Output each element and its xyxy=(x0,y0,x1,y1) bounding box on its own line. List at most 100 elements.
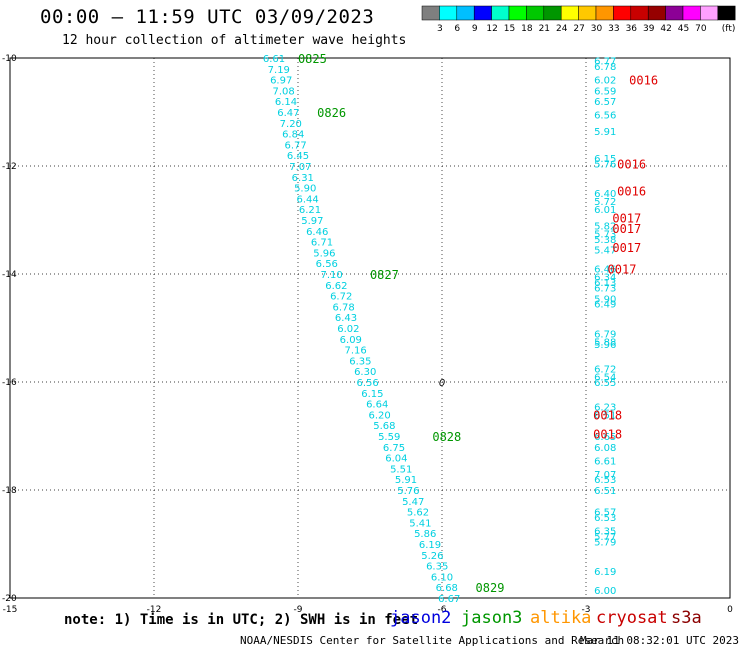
legend-swatch xyxy=(456,5,475,21)
legend-label: 21 xyxy=(539,24,550,34)
wave-height-label: 6.35 xyxy=(426,562,448,573)
legend-label: 45 xyxy=(678,24,689,34)
legend-swatch xyxy=(439,5,458,21)
wave-height-label: 6.78 xyxy=(332,302,354,313)
wave-height-label: 6.19 xyxy=(594,567,616,578)
wave-height-label: 6.30 xyxy=(354,367,376,378)
y-tick-label: -20 xyxy=(2,594,17,604)
wave-height-label: 5.90 xyxy=(294,184,316,195)
x-tick-label: 0 xyxy=(727,605,733,615)
pass-time-label: 0016 xyxy=(629,74,658,88)
wave-height-label: 6.55 xyxy=(594,378,616,389)
wave-height-label: 5.41 xyxy=(409,518,431,529)
legend-swatch xyxy=(630,5,649,21)
wave-height-label: 6.54 xyxy=(594,373,616,384)
legend-swatch xyxy=(421,5,440,21)
wave-height-label: 5.82 xyxy=(594,221,616,232)
wave-height-label: 5.26 xyxy=(421,551,443,562)
wave-height-label: 5.96 xyxy=(594,340,616,351)
wave-height-label: 6.46 xyxy=(594,265,616,276)
footer-note: note: 1) Time is in UTC; 2) SWH is in fe… xyxy=(64,612,419,628)
legend-swatch xyxy=(578,5,597,21)
legend-label: 42 xyxy=(660,24,671,34)
wave-height-label: 5.59 xyxy=(378,432,400,443)
footer-date: Mar 11 08:32:01 UTC 2023 xyxy=(580,634,739,647)
legend-swatch xyxy=(647,5,666,21)
wave-height-label: 7.10 xyxy=(320,270,342,281)
wave-height-label: 7.20 xyxy=(280,119,302,130)
wave-height-label: 6.51 xyxy=(594,486,616,497)
wave-height-label: 6.53 xyxy=(594,475,616,486)
wave-height-label: 6.78 xyxy=(594,62,616,73)
footer-credit: NOAA/NESDIS Center for Satellite Applica… xyxy=(240,634,625,647)
legend-label: 6 xyxy=(454,24,460,34)
legend-label: 3 xyxy=(437,24,443,34)
y-tick-label: -16 xyxy=(2,378,17,388)
legend-label: 18 xyxy=(521,24,533,34)
wave-height-label: 6.15 xyxy=(361,389,383,400)
pass-time-label: 0827 xyxy=(370,268,399,282)
chart-axes: -15 -12 -9 -6 -3 0 -10 -12 -14 -16 -18 -20 xyxy=(2,54,733,615)
wave-height-label: 5.62 xyxy=(407,508,429,519)
y-tick-label: -10 xyxy=(2,54,17,64)
wave-height-label: 6.73 xyxy=(594,284,616,295)
wave-height-label: 6.34 xyxy=(594,273,616,284)
wave-height-label: 6.79 xyxy=(594,329,616,340)
legend-swatch xyxy=(560,5,579,21)
wave-height-label: 6.46 xyxy=(306,227,328,238)
wave-height-label: 6.35 xyxy=(594,527,616,538)
x-tick-label: -6 xyxy=(438,605,447,615)
wave-height-label: 5.86 xyxy=(414,529,436,540)
wave-height-label: 7.19 xyxy=(268,65,290,76)
wave-height-label: 5.76 xyxy=(397,486,419,497)
wave-height-label: 6.49 xyxy=(594,300,616,311)
wave-height-label: 6.19 xyxy=(419,540,441,551)
wave-height-label: 6.68 xyxy=(436,583,458,594)
wave-height-label: 5.96 xyxy=(313,248,335,259)
legend-swatch xyxy=(700,5,719,21)
wave-height-label: 6.57 xyxy=(594,97,616,108)
x-tick-label: -12 xyxy=(147,605,162,615)
legend-label: 33 xyxy=(608,24,619,34)
legend-swatch xyxy=(543,5,562,21)
wave-height-label: 6.97 xyxy=(270,76,292,87)
wave-height-label: 6.00 xyxy=(594,586,616,597)
wave-height-label: 6.23 xyxy=(594,402,616,413)
chart-marks: 6.617.196.977.086.146.477.206.846.776.45… xyxy=(263,52,658,605)
pass-time-label: 0828 xyxy=(432,430,461,444)
legend-swatch xyxy=(665,5,684,21)
y-tick-label: -12 xyxy=(2,162,17,172)
legend-swatch xyxy=(508,5,527,21)
wave-height-label: 7.07 xyxy=(594,470,616,481)
legend-label: 27 xyxy=(573,24,584,34)
wave-height-label: 6.44 xyxy=(296,194,318,205)
wave-height-label: 5.47 xyxy=(402,497,424,508)
wave-height-label: 6.62 xyxy=(325,281,347,292)
wave-height-label: 5.88 xyxy=(594,338,616,349)
wave-height-label: 6.14 xyxy=(275,97,297,108)
legend-swatch xyxy=(473,5,492,21)
page-subtitle: 12 hour collection of altimeter wave hei… xyxy=(62,33,407,48)
legend-label: 15 xyxy=(504,24,515,34)
wave-height-label: 6.61 xyxy=(263,54,285,65)
wave-height-label: 6.13 xyxy=(594,278,616,289)
wave-height-label: 6.31 xyxy=(292,173,314,184)
legend-label: 36 xyxy=(626,24,638,34)
mission-cryosat: cryosat xyxy=(596,608,668,628)
wave-height-label: 5.51 xyxy=(390,464,412,475)
wave-height-label: 6.57 xyxy=(594,508,616,519)
legend-swatch xyxy=(613,5,632,21)
location-marker: 0 xyxy=(439,378,445,389)
wave-height-label: 5.72 xyxy=(594,197,616,208)
legend-label: 39 xyxy=(643,24,655,34)
page-title: 00:00 — 11:59 UTC 03/09/2023 xyxy=(40,6,375,28)
wave-height-label: 5.68 xyxy=(373,421,395,432)
wave-height-label: 6.08 xyxy=(594,443,616,454)
wave-height-label: 6.02 xyxy=(337,324,359,335)
wave-height-label: 7.07 xyxy=(289,162,311,173)
wave-height-label: 6.04 xyxy=(385,454,407,465)
wave-height-label: 5.38 xyxy=(594,235,616,246)
wave-height-label: 6.43 xyxy=(335,313,357,324)
wave-height-label: 6.72 xyxy=(594,365,616,376)
